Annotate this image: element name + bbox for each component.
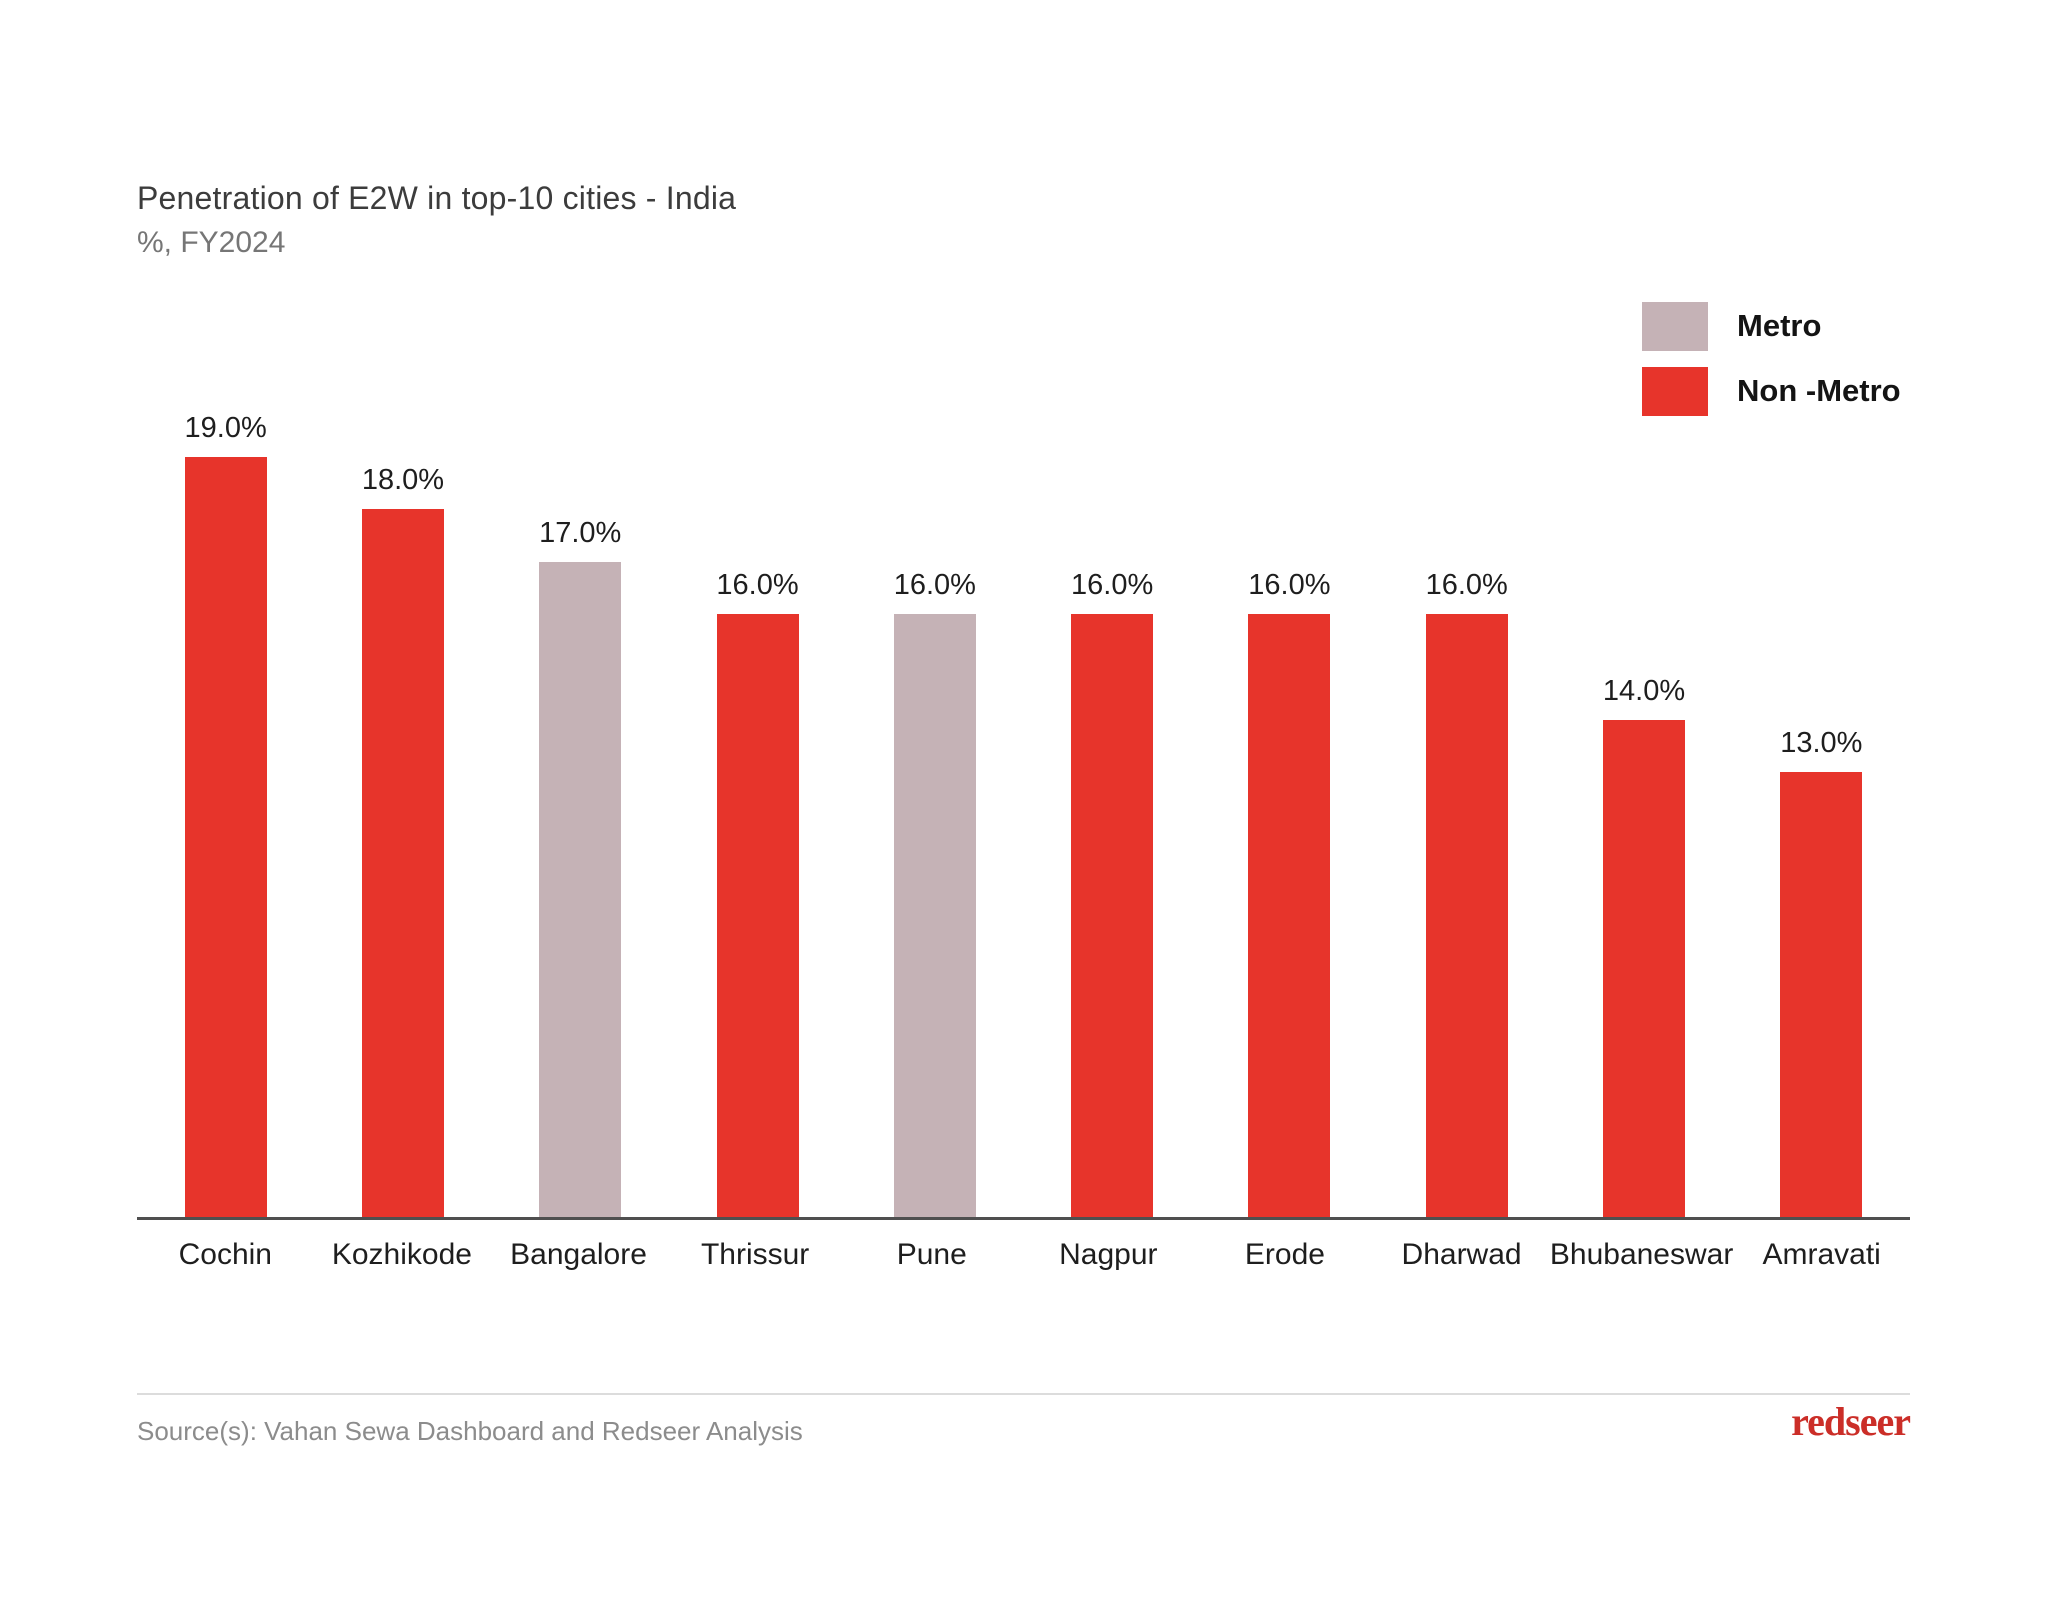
source-note: Source(s): Vahan Sewa Dashboard and Reds… (137, 1416, 803, 1446)
bar-slot: 16.0% (669, 457, 846, 1217)
bar-chart: 19.0% 18.0% 17.0% 16.0% 16.0% 16.0% 16.0% 16.0%… (137, 412, 1910, 1271)
bar-slot: 19.0% (137, 412, 314, 1217)
legend-item-non-metro: Non -Metro (1642, 366, 1901, 416)
bar-slot: 14.0% (1555, 457, 1732, 1217)
x-axis-label: Bangalore (510, 1238, 647, 1271)
bar-value-label: 19.0% (184, 412, 267, 444)
bar-cochin (184, 457, 267, 1217)
bar-value-label: 16.0% (893, 569, 976, 601)
x-axis-label: Nagpur (1059, 1238, 1158, 1271)
bar-value-label: 18.0% (361, 464, 445, 496)
bar-slot: 18.0% (314, 457, 491, 1217)
bar-slot: 13.0% (1733, 457, 1910, 1217)
redseer-logo: redseer (1791, 1399, 1911, 1444)
legend: Metro Non -Metro (1642, 301, 1901, 431)
chart-subtitle: %, FY2024 (137, 226, 286, 259)
bars-area: 19.0% 18.0% 17.0% 16.0% 16.0% 16.0% 16.0% 16.0%… (137, 412, 1910, 1217)
x-axis-label: Bhubaneswar (1549, 1238, 1734, 1271)
chart-title: Penetration of E2W in top-10 cities - In… (137, 180, 737, 216)
bar-value-label: 16.0% (1425, 569, 1508, 601)
x-axis-label: Kozhikode (331, 1238, 472, 1271)
bar-value-label: 17.0% (539, 517, 622, 549)
bar-pune (893, 614, 976, 1217)
bar-value-label: 16.0% (716, 569, 799, 601)
bar-value-label: 16.0% (1071, 569, 1154, 601)
x-axis-label: Erode (1244, 1238, 1325, 1271)
x-axis-label: Pune (896, 1238, 967, 1271)
legend-label-non-metro: Non -Metro (1737, 373, 1901, 408)
x-axis-labels: Cochin Kozhikode Bangalore Thrissur Pune Nagp… (137, 1238, 1910, 1272)
x-axis-label: Thrissur (700, 1238, 810, 1271)
footer-divider (137, 1393, 1910, 1395)
bar-bhubaneswar (1603, 720, 1686, 1217)
bar-value-label: 16.0% (1248, 569, 1331, 601)
metro-swatch (1642, 301, 1708, 351)
bar-bangalore (539, 562, 622, 1217)
x-axis-line (137, 1217, 1910, 1220)
legend-label-metro: Metro (1737, 308, 1822, 343)
x-axis-label: Amravati (1762, 1238, 1881, 1271)
x-axis-label: Cochin (178, 1238, 272, 1271)
bar-erode (1248, 614, 1331, 1217)
non-metro-swatch (1642, 366, 1708, 416)
bar-value-label: 13.0% (1780, 727, 1863, 759)
bar-thrissur (716, 614, 799, 1217)
bar-nagpur (1071, 614, 1154, 1217)
bar-value-label: 14.0% (1602, 675, 1686, 707)
bar-slot: 16.0% (846, 457, 1023, 1217)
bar-dharwad (1425, 614, 1508, 1217)
legend-item-metro: Metro (1642, 301, 1901, 351)
bar-amravati (1780, 772, 1863, 1217)
bar-kozhikode (361, 509, 444, 1217)
bar-slot: 17.0% (492, 457, 669, 1217)
bar-slot: 16.0% (1201, 457, 1378, 1217)
bar-slot: 16.0% (1023, 457, 1200, 1217)
bar-slot: 16.0% (1378, 457, 1555, 1217)
x-axis-label: Dharwad (1401, 1238, 1522, 1271)
